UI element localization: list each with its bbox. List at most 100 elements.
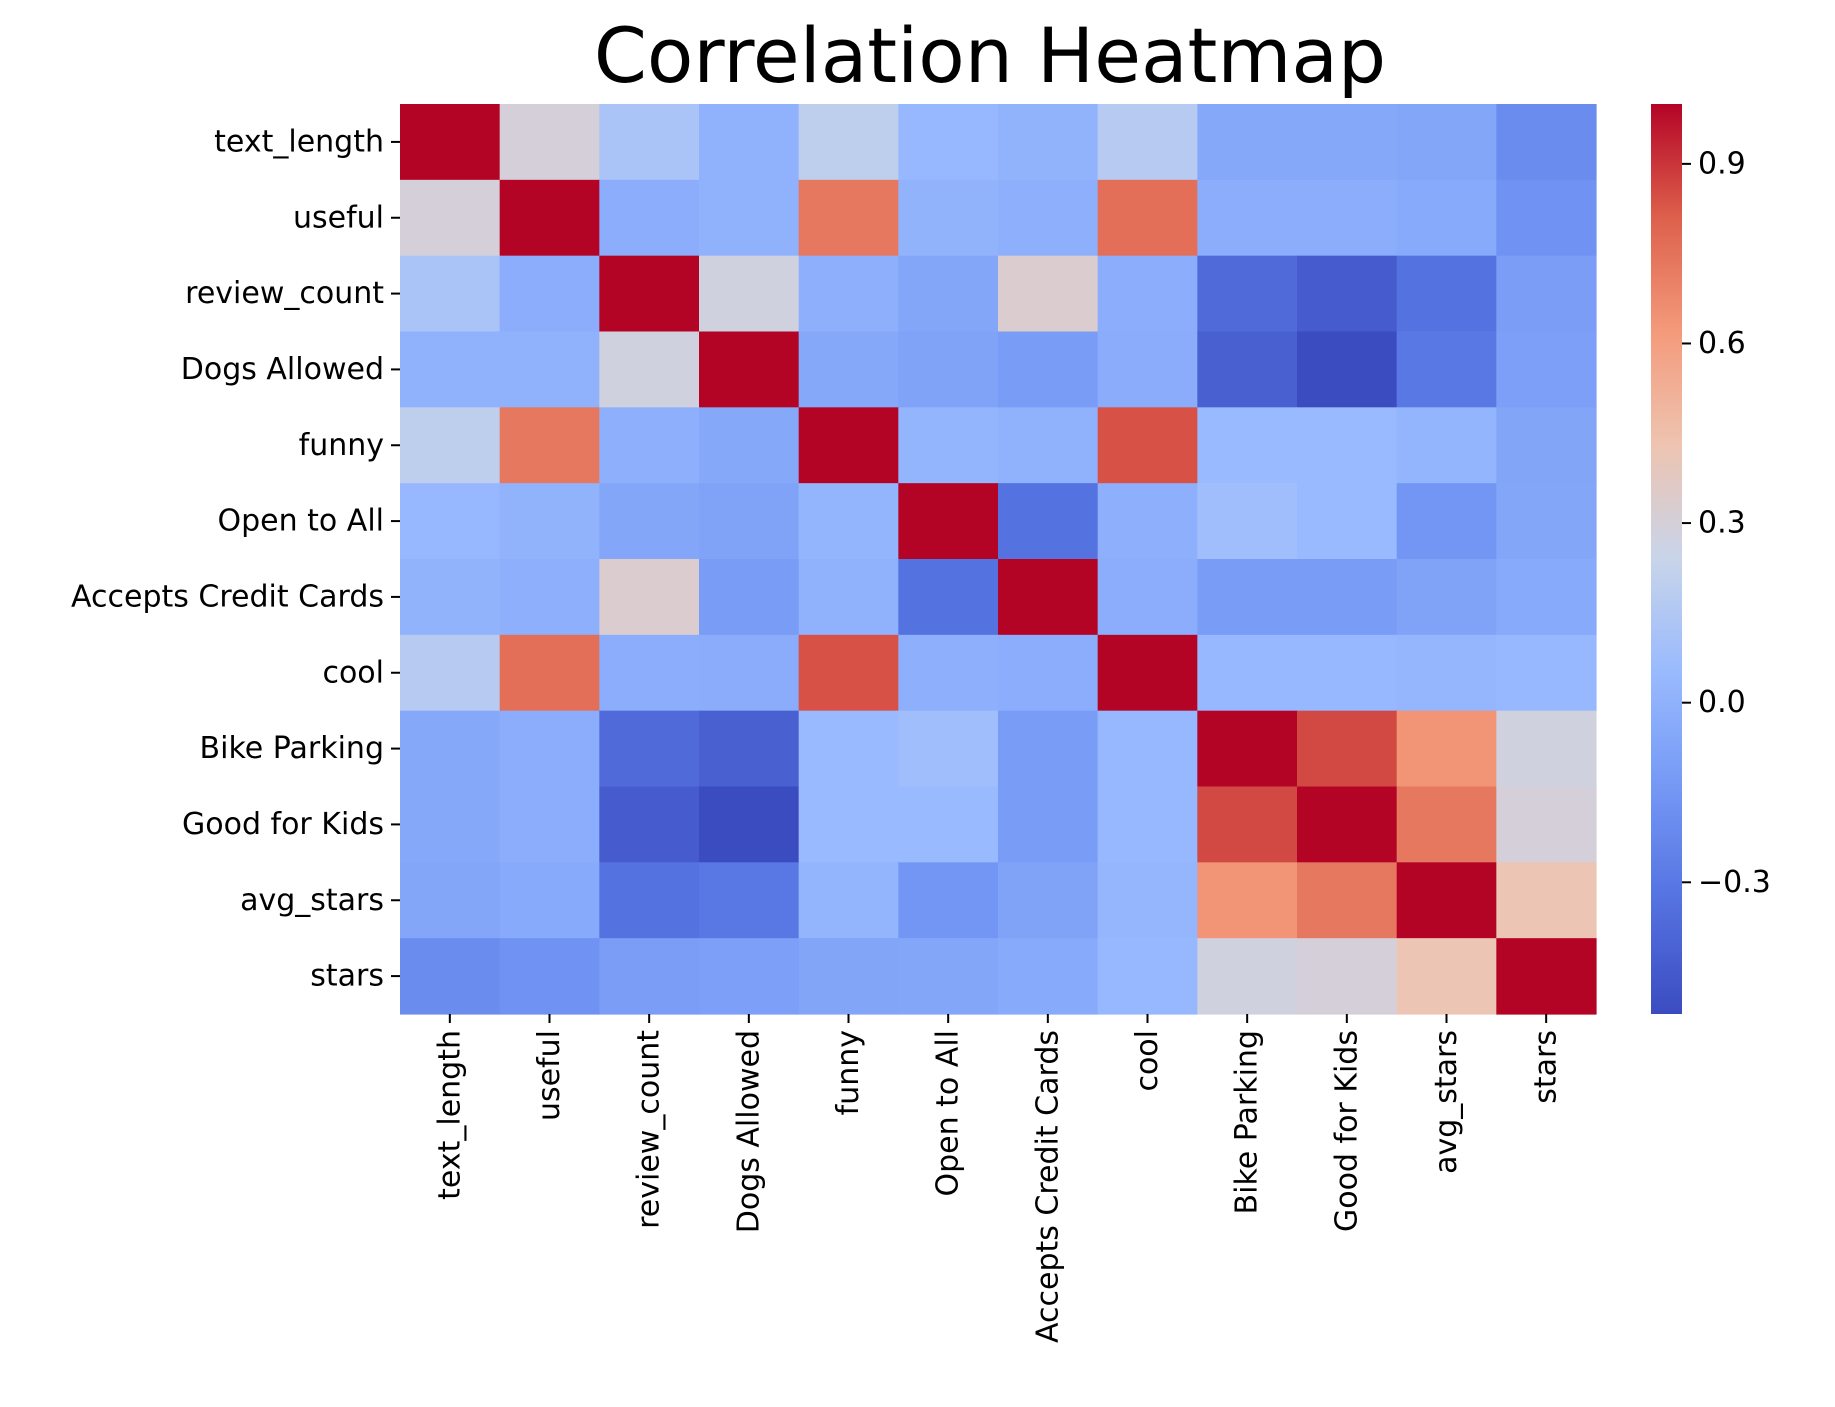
heatmap-cell — [998, 255, 1099, 333]
colorbar-tick-label: 0.6 — [1698, 326, 1746, 361]
heatmap-cell — [499, 407, 600, 484]
heatmap-cell — [1297, 634, 1398, 712]
heatmap-cell — [898, 407, 999, 484]
heatmap-cell — [499, 104, 600, 181]
column-label: Open to All — [931, 1030, 966, 1197]
heatmap-cell — [1396, 862, 1497, 939]
heatmap-cell — [1396, 710, 1497, 788]
colorbar: 0.9 0.6 0.3 0.0 −0.3 — [1651, 104, 1771, 1014]
heatmap-cell — [1097, 407, 1198, 484]
heatmap-cell — [1496, 255, 1597, 333]
column-label: Good for Kids — [1329, 1030, 1364, 1232]
heatmap-cell — [898, 559, 999, 636]
heatmap-cell — [1197, 710, 1298, 788]
row-label: useful — [293, 200, 384, 235]
row-label: Bike Parking — [200, 731, 384, 766]
heatmap-cell — [599, 179, 700, 257]
heatmap-cell — [998, 634, 1099, 712]
heatmap-cell — [1197, 104, 1298, 181]
row-label: cool — [322, 655, 384, 690]
heatmap-cell — [400, 938, 501, 1015]
heatmap-cell — [400, 710, 501, 788]
heatmap-cell — [1097, 786, 1198, 863]
heatmap-cell — [798, 786, 899, 863]
heatmap-cell — [798, 862, 899, 939]
heatmap-cell — [1297, 407, 1398, 484]
heatmap-cell — [400, 862, 501, 939]
heatmap-cell — [1396, 483, 1497, 560]
heatmap-cell — [400, 104, 501, 181]
column-label: funny — [831, 1030, 866, 1115]
heatmap-cell — [1297, 483, 1398, 560]
row-label: Open to All — [217, 504, 384, 539]
chart-title: Correlation Heatmap — [594, 11, 1386, 100]
heatmap-cell — [798, 483, 899, 560]
column-label: avg_stars — [1429, 1030, 1464, 1174]
heatmap-cell — [798, 634, 899, 712]
heatmap-cell — [499, 938, 600, 1015]
heatmap-cell — [1297, 862, 1398, 939]
heatmap-cell — [699, 255, 800, 333]
heatmap-cell — [1297, 559, 1398, 636]
heatmap-cell — [798, 255, 899, 333]
heatmap-cell — [1496, 483, 1597, 560]
column-label: cool — [1130, 1030, 1165, 1092]
heatmap-cell — [1197, 407, 1298, 484]
heatmap-cell — [1097, 862, 1198, 939]
heatmap-cell — [798, 938, 899, 1015]
heatmap-cell — [699, 710, 800, 788]
heatmap-cell — [1097, 179, 1198, 257]
heatmap-cell — [1097, 710, 1198, 788]
heatmap-cell — [699, 938, 800, 1015]
heatmap-cell — [898, 862, 999, 939]
heatmap-cell — [798, 104, 899, 181]
heatmap-cell — [1396, 559, 1497, 636]
heatmap-cell — [1097, 938, 1198, 1015]
heatmap-cell — [599, 938, 700, 1015]
heatmap-cell — [1297, 331, 1398, 408]
heatmap-cell — [699, 862, 800, 939]
heatmap-cell — [400, 634, 501, 712]
heatmap-cell — [1097, 104, 1198, 181]
heatmap-cell — [1396, 407, 1497, 484]
heatmap-cell — [1496, 938, 1597, 1015]
heatmap-cell — [898, 634, 999, 712]
heatmap-cell — [1197, 634, 1298, 712]
heatmap-cell — [998, 938, 1099, 1015]
heatmap-cell — [400, 407, 501, 484]
heatmap-cell — [1197, 255, 1298, 333]
heatmap-cell — [499, 255, 600, 333]
heatmap-cell — [1197, 483, 1298, 560]
heatmap-cell — [599, 634, 700, 712]
heatmap-cell — [898, 255, 999, 333]
heatmap-cell — [699, 179, 800, 257]
heatmap-cell — [898, 104, 999, 181]
heatmap-cell — [1496, 862, 1597, 939]
column-label: Bike Parking — [1230, 1030, 1265, 1214]
row-label: funny — [299, 428, 384, 463]
heatmap-cell — [1496, 407, 1597, 484]
heatmap-cell — [798, 559, 899, 636]
heatmap-cell — [898, 786, 999, 863]
heatmap-cell — [998, 407, 1099, 484]
heatmap-cell — [998, 179, 1099, 257]
row-label: Good for Kids — [182, 807, 384, 842]
heatmap-cell — [998, 483, 1099, 560]
heatmap-cell — [599, 407, 700, 484]
heatmap-cell — [699, 634, 800, 712]
heatmap-cell — [1297, 255, 1398, 333]
row-label: Accepts Credit Cards — [71, 579, 384, 614]
heatmap-cell — [1297, 104, 1398, 181]
heatmap-cell — [1197, 179, 1298, 257]
heatmap-cell — [699, 331, 800, 408]
heatmap-cell — [400, 483, 501, 560]
heatmap-cell — [599, 483, 700, 560]
heatmap-cell — [1197, 862, 1298, 939]
heatmap-cell — [1396, 255, 1497, 333]
heatmap-cell — [798, 710, 899, 788]
heatmap-cell — [1396, 938, 1497, 1015]
heatmap-cell — [998, 331, 1099, 408]
heatmap-cell — [499, 786, 600, 863]
colorbar-tick-label: 0.3 — [1698, 506, 1746, 541]
